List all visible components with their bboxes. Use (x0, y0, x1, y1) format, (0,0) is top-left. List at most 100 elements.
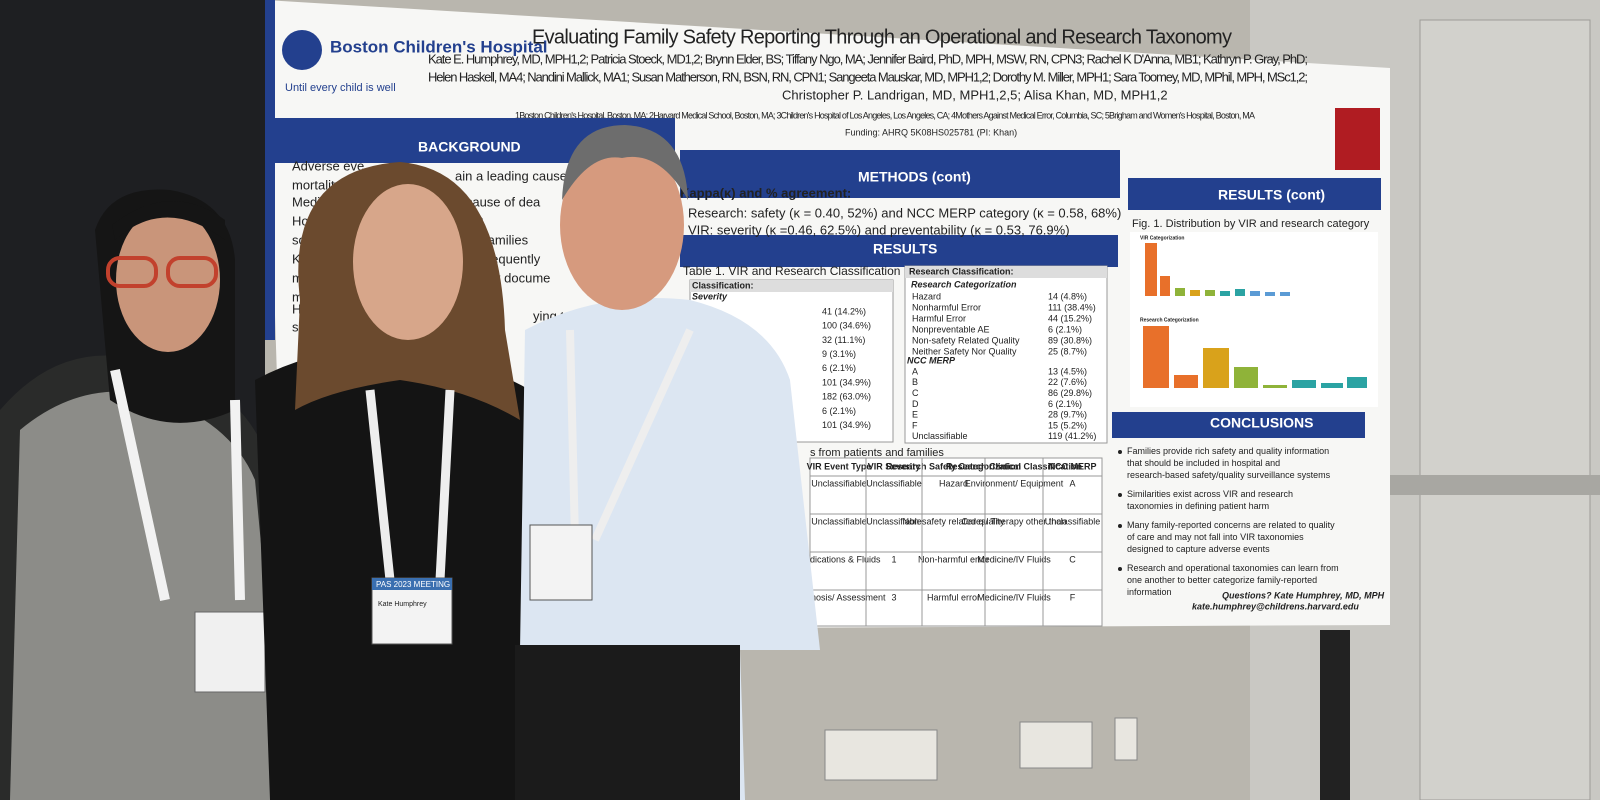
table-cell: Neither Safety Nor Quality (912, 346, 1017, 356)
table-cell: Medications & Fluids (797, 554, 881, 564)
table-cell: 14 (4.8%) (1048, 291, 1087, 301)
table-cell: 111 (38.4%) (1048, 302, 1096, 312)
table-cell: 101 (34.9%) (822, 377, 871, 387)
table-cell: 6 (2.1%) (822, 363, 856, 373)
table-cell: 1 (891, 554, 896, 564)
table-cell: 41 (14.2%) (822, 306, 866, 316)
table-cell: Medicine/IV Fluids (977, 554, 1051, 564)
background-text: Adverse eve (292, 158, 364, 173)
table-cell: Non-safety Related Quality (912, 335, 1020, 345)
table-head-text: Classification: (692, 280, 754, 290)
funding: Funding: AHRQ 5K08HS025781 (PI: Khan) (845, 127, 1017, 137)
examples-table (809, 457, 1103, 627)
bullet (1118, 450, 1122, 454)
table-cell: Hazard (939, 478, 968, 488)
authors: Christopher P. Landrigan, MD, MPH1,2,5; … (782, 87, 1168, 102)
table-cell: Nonharmful Error (912, 302, 981, 312)
table-cell: A (912, 366, 918, 376)
table-cell: Nonpreventable AE (912, 324, 990, 334)
switch (1114, 717, 1138, 761)
poster-edge (265, 0, 275, 340)
table-cell: Unclassifiable (1045, 516, 1101, 526)
table-cell: 6 (2.1%) (1048, 399, 1082, 409)
table-cell: Medicine/IV Fluids (977, 592, 1051, 602)
table-cell: Environment/ Equipment (965, 478, 1064, 488)
figure-bars (1143, 243, 1367, 388)
poster-title: Evaluating Family Safety Reporting Throu… (532, 26, 1232, 48)
table-cell: 6 (2.1%) (822, 406, 856, 416)
person-right (515, 125, 820, 800)
table-cell: 25 (8.7%) (1048, 346, 1087, 356)
table-cell: 3 (891, 592, 896, 602)
table-cell: 86 (29.8%) (1048, 388, 1092, 398)
heading-bar (680, 150, 1120, 198)
table-cell: Unclassifiable (866, 516, 922, 526)
background-text: g cause of dea (455, 194, 541, 209)
table-cell: Cares/ Therapy other than (962, 516, 1067, 526)
table-cell: 100 (34.6%) (822, 321, 871, 331)
conclusion: Research and operational taxonomies can … (1127, 563, 1339, 597)
person-left (0, 189, 290, 800)
conclusion: Similarities exist across VIR and resear… (1127, 489, 1293, 511)
table-cell: Non-safety related quality (902, 516, 1005, 526)
door-panel (1419, 19, 1591, 800)
table-title: Table 1. VIR and Research Classification (683, 264, 900, 278)
table-cell: Harmful Error (912, 313, 966, 323)
table-sub: Severity (692, 291, 728, 301)
table-cell: 101 (34.9%) (822, 420, 871, 430)
table-head-cell: VIR Event Type (807, 461, 872, 471)
methods-line: VIR: severity (κ =0.46, 62.5%) and preve… (688, 222, 1070, 237)
post (1320, 630, 1350, 800)
table-cell: Diagnosis/ Assessment (792, 592, 886, 602)
badge-name: Kate Humphrey (378, 601, 427, 608)
authors: Helen Haskell, MA4; Nandini Mallick, MA1… (428, 69, 1308, 84)
table-head-cell: VIR Severity (868, 461, 921, 471)
logo-tagline: Until every child is well (285, 82, 396, 94)
table-cell: 182 (63.0%) (822, 392, 871, 402)
table-cell: 89 (30.8%) (1048, 335, 1092, 345)
panel-label: VIR Categorization (1140, 235, 1184, 241)
heading-bar (1112, 412, 1365, 438)
crest (1335, 108, 1380, 170)
table-cell: 15 (5.2%) (1048, 420, 1087, 430)
table-cell: 44 (15.2%) (1048, 313, 1092, 323)
conclusion: Families provide rich safety and quality… (1127, 446, 1331, 480)
table-head-cell: Research Safety Categorization (886, 461, 1021, 471)
heading-bar (680, 235, 1118, 267)
heading: METHODS (cont) (858, 169, 971, 185)
outlet (1019, 721, 1093, 769)
logo-name: Boston Children's Hospital (330, 37, 548, 56)
authors: Kate E. Humphrey, MD, MPH1,2; Patricia S… (428, 51, 1308, 66)
background-text: ain a leading cause (455, 168, 567, 183)
outlet (824, 729, 938, 781)
table-cell: Unclassifiable (866, 478, 922, 488)
questions: Questions? Kate Humphrey, MD, MPH (1222, 590, 1385, 600)
table-cell: Hazard (912, 291, 941, 301)
methods-line: Kappa(κ) and % agreement: (680, 185, 851, 200)
table-cell: E (912, 410, 918, 420)
heading: RESULTS (cont) (1218, 187, 1325, 203)
table-head (690, 280, 893, 292)
conclusion: Many family-reported concerns are relate… (1127, 520, 1335, 554)
table-cell: C (912, 388, 919, 398)
bullet (1118, 567, 1122, 571)
table-cell: 28 (9.7%) (1048, 410, 1087, 420)
table-cell: Unclassifiable (912, 431, 968, 441)
person-middle: PAS 2023 MEETING Kate Humphrey (255, 162, 545, 800)
table-cell: F (912, 420, 918, 430)
methods-line: Research: safety (κ = 0.40, 52%) and NCC… (688, 205, 1121, 220)
table-head-text: Research Classification: (909, 266, 1014, 276)
email: kate.humphrey@childrens.harvard.edu (1192, 601, 1359, 611)
table-cell: D (912, 399, 919, 409)
figure-caption: Fig. 1. Distribution by VIR and research… (1132, 218, 1370, 230)
examples-caption: s from patients and families (810, 447, 944, 459)
table-sub: NCC MERP (907, 355, 956, 365)
heading: BACKGROUND (418, 139, 521, 155)
table-sub: Research Categorization (911, 279, 1017, 289)
table-cell: F (1070, 592, 1076, 602)
table-cell: 22 (7.6%) (1048, 377, 1087, 387)
table-head (905, 266, 1107, 278)
heading: RESULTS (873, 241, 937, 257)
table-cell: Unclassifiable (811, 516, 867, 526)
